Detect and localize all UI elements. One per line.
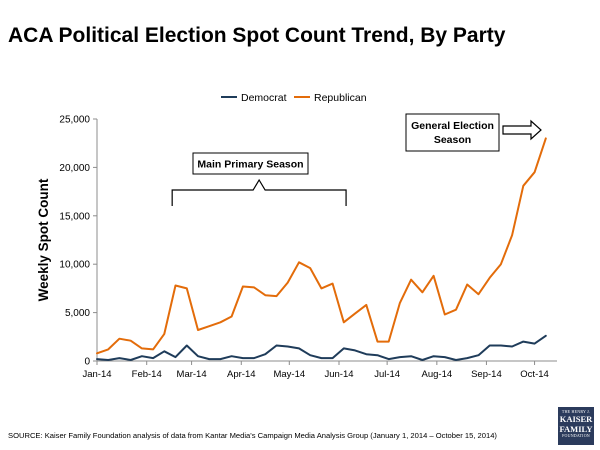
x-tick-label: Aug-14: [422, 369, 453, 380]
x-tick-label: Feb-14: [132, 369, 162, 380]
primary-season-label-box: [192, 152, 309, 175]
y-tick-label: 20,000: [59, 163, 90, 174]
x-tick-label: Apr-14: [227, 369, 256, 380]
series-line-republican: [96, 137, 547, 355]
chart-axes: 0 5,000 10,000 15,000 20,000 25,000 Jan-14 Feb-…: [36, 115, 557, 380]
series-line-democrat: [96, 334, 547, 361]
chart-title: ACA Political Election Spot Count Trend,…: [8, 24, 506, 47]
x-tick-label: Oct-14: [520, 369, 549, 380]
legend-label-republican: Republican: [314, 92, 367, 104]
y-tick-label: 5,000: [65, 308, 90, 319]
logo-family-text: FAMILY: [559, 423, 593, 434]
y-tick-label: 10,000: [59, 260, 90, 271]
general-election-label-box: [405, 113, 500, 152]
chart-annotations: Main Primary Season General Election Seaso…: [171, 113, 542, 206]
x-tick-label: Jan-14: [82, 369, 111, 380]
logo-bottom-text: FOUNDATION: [562, 433, 590, 438]
y-axis-label: Weekly Spot Count: [36, 178, 51, 301]
y-tick-label: 15,000: [59, 211, 90, 222]
x-tick-label: Sep-14: [471, 369, 502, 380]
y-tick-label: 0: [84, 357, 90, 368]
general-election-label-line2: Season: [434, 134, 471, 146]
series-layer: [96, 137, 547, 361]
general-election-label-line1: General Election: [411, 120, 494, 132]
kff-logo: THE HENRY J. KAISER FAMILY FOUNDATION: [558, 407, 594, 445]
logo-top-text: THE HENRY J.: [561, 409, 591, 414]
y-tick-label: 25,000: [59, 115, 90, 126]
x-tick-label: Jun-14: [324, 369, 353, 380]
x-tick-label: Jul-14: [374, 369, 400, 380]
general-election-arrow: [502, 119, 542, 141]
legend-label-democrat: Democrat: [241, 92, 287, 104]
chart-legend: Democrat Republican: [221, 92, 367, 104]
primary-season-label: Main Primary Season: [197, 159, 303, 171]
logo-kaiser-text: KAISER: [559, 414, 593, 424]
primary-season-bracket: [171, 178, 347, 206]
x-tick-label: May-14: [273, 369, 305, 380]
x-tick-label: Mar-14: [177, 369, 207, 380]
source-note: SOURCE: Kaiser Family Foundation analysi…: [8, 431, 497, 440]
